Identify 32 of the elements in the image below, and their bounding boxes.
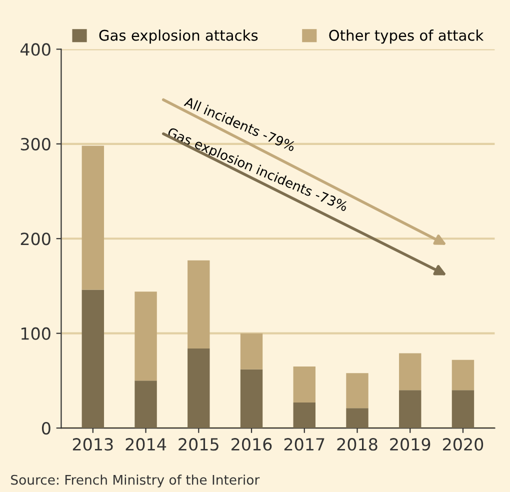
x-tick-label: 2019	[390, 438, 430, 451]
bar	[346, 408, 368, 428]
x-tick-label: 2015	[178, 438, 218, 451]
bar	[293, 402, 316, 428]
bar	[452, 360, 474, 390]
bar	[293, 366, 316, 402]
bar	[82, 290, 104, 428]
bar	[399, 353, 422, 390]
bar	[134, 380, 157, 428]
bar	[452, 390, 474, 428]
bar	[134, 292, 157, 381]
bar	[240, 333, 263, 370]
y-tick-label: 400	[20, 43, 50, 56]
y-tick-label: 100	[21, 327, 50, 340]
x-tick-label: 2017	[284, 438, 324, 451]
legend-label: Gas explosion attacks	[99, 30, 258, 44]
legend-label: Other types of attack	[329, 30, 484, 44]
x-tick-label: 2018	[337, 438, 378, 451]
bar	[399, 390, 422, 428]
bar	[82, 146, 104, 290]
bar	[188, 260, 210, 348]
source-note: Source: French Ministry of the Interior	[11, 474, 260, 488]
bar	[240, 369, 263, 428]
y-tick-label: 200	[20, 232, 50, 246]
y-tick-label: 300	[20, 138, 50, 150]
bar	[188, 348, 210, 428]
y-tick-label: 0	[42, 422, 50, 435]
x-tick-label: 2013	[72, 438, 113, 451]
x-tick-label: 2020	[442, 438, 484, 451]
x-tick-label: 2014	[126, 438, 166, 451]
bar	[346, 373, 368, 408]
x-tick-label: 2016	[232, 438, 272, 451]
